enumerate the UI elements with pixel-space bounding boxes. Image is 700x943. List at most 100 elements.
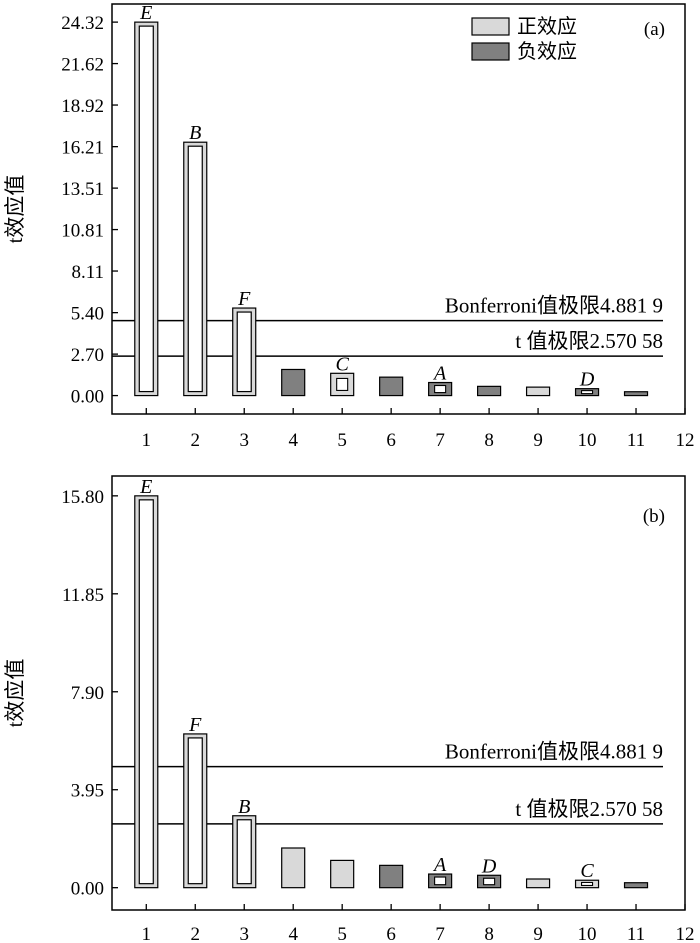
bar-3: B xyxy=(232,796,257,889)
bar xyxy=(281,368,306,397)
bar-inner xyxy=(187,145,203,393)
bar-letter: A xyxy=(432,854,447,876)
panel-label: (b) xyxy=(643,506,665,527)
bar xyxy=(623,882,649,889)
bar xyxy=(525,386,551,397)
threshold-label: t 值极限2.570 58 xyxy=(515,329,663,353)
y-tick-label: 13.51 xyxy=(61,179,104,200)
bar xyxy=(379,864,404,889)
x-tick-label: 11 xyxy=(627,430,645,451)
bar-6 xyxy=(379,864,404,889)
bar-5 xyxy=(330,859,355,889)
y-tick-label: 11.85 xyxy=(62,585,104,606)
y-tick-label: 0.00 xyxy=(71,879,104,900)
y-axis-title: t效应值 xyxy=(3,659,27,728)
bar xyxy=(379,376,404,397)
y-tick-label: 5.40 xyxy=(71,304,104,325)
bar-inner xyxy=(581,881,594,887)
y-tick-label: 16.21 xyxy=(61,138,104,159)
threshold-label: Bonferroni值极限4.881 9 xyxy=(445,740,663,764)
bar-8: D xyxy=(477,855,502,889)
x-tick-label: 7 xyxy=(435,924,445,943)
panel-label: (a) xyxy=(644,19,665,40)
x-tick-label: 5 xyxy=(337,430,347,451)
x-tick-label: 11 xyxy=(627,924,645,943)
legend-label: 负效应 xyxy=(517,40,577,63)
bar-inner xyxy=(138,25,154,393)
bar-11 xyxy=(623,882,649,889)
x-tick-label: 5 xyxy=(337,924,347,943)
x-tick-label: 6 xyxy=(386,924,396,943)
bar-letter: E xyxy=(139,2,152,24)
bar-letter: F xyxy=(237,288,251,310)
bar-letter: C xyxy=(336,353,350,375)
bar-inner xyxy=(483,877,496,886)
y-tick-label: 2.70 xyxy=(71,345,104,366)
bar-letter: E xyxy=(139,476,152,498)
bar-inner xyxy=(236,311,252,393)
y-tick-label: 10.81 xyxy=(61,221,104,242)
bar-9 xyxy=(525,386,551,397)
legend-swatch xyxy=(471,42,510,61)
bar-inner xyxy=(434,876,447,886)
bar-letter: B xyxy=(189,122,201,144)
bar xyxy=(525,878,551,889)
bar-letter: A xyxy=(432,363,447,385)
x-tick-label: 7 xyxy=(435,430,445,451)
bar-3: F xyxy=(232,288,257,397)
x-tick-label: 2 xyxy=(191,430,201,451)
bar-2: B xyxy=(183,122,208,397)
bar-7: A xyxy=(428,854,453,889)
bar-letter: D xyxy=(481,855,497,877)
x-tick-label: 2 xyxy=(191,924,201,943)
bar xyxy=(477,385,502,397)
bar-6 xyxy=(379,376,404,397)
bar-inner xyxy=(236,819,252,885)
x-tick-label: 1 xyxy=(142,924,152,943)
threshold-label: Bonferroni值极限4.881 9 xyxy=(445,294,663,318)
bar-4 xyxy=(281,368,306,397)
plot-frame xyxy=(111,475,686,911)
bar-11 xyxy=(623,391,649,397)
bar-letter: F xyxy=(188,714,202,736)
bar xyxy=(281,847,306,889)
y-tick-label: 0.00 xyxy=(71,387,104,408)
x-tick-label: 8 xyxy=(484,430,494,451)
y-axis-title: t效应值 xyxy=(3,175,27,244)
bar-9 xyxy=(525,878,551,889)
x-tick-label: 1 xyxy=(142,430,152,451)
bar-10: D xyxy=(574,369,600,397)
y-tick-label: 15.80 xyxy=(61,487,104,508)
y-tick-label: 8.11 xyxy=(71,262,104,283)
x-tick-label: 8 xyxy=(484,924,494,943)
plot-frame xyxy=(111,3,686,415)
legend-label: 正效应 xyxy=(517,15,577,38)
bar xyxy=(623,391,649,397)
x-tick-label: 10 xyxy=(578,430,597,451)
threshold-label: t 值极限2.570 58 xyxy=(515,797,663,821)
bar-inner xyxy=(138,499,154,885)
bar-inner xyxy=(434,384,447,394)
bar-inner xyxy=(581,390,594,395)
x-tick-label: 6 xyxy=(386,430,396,451)
bar-letter: B xyxy=(238,796,250,818)
legend-swatch xyxy=(471,17,510,36)
x-tick-label: 12 xyxy=(676,430,695,451)
bar-inner xyxy=(336,377,349,391)
bar-10: C xyxy=(574,860,600,889)
bar-inner xyxy=(187,737,203,885)
y-tick-label: 7.90 xyxy=(71,683,104,704)
bar xyxy=(330,859,355,889)
x-tick-label: 4 xyxy=(288,430,298,451)
bar-7: A xyxy=(428,363,453,397)
bar-letter: D xyxy=(579,369,595,391)
bar-1: E xyxy=(134,476,159,889)
y-tick-label: 21.62 xyxy=(61,55,104,76)
bar-2: F xyxy=(183,714,208,889)
x-tick-label: 9 xyxy=(533,430,543,451)
bar-letter: C xyxy=(580,860,594,882)
x-tick-label: 4 xyxy=(288,924,298,943)
y-tick-label: 24.32 xyxy=(61,13,104,34)
